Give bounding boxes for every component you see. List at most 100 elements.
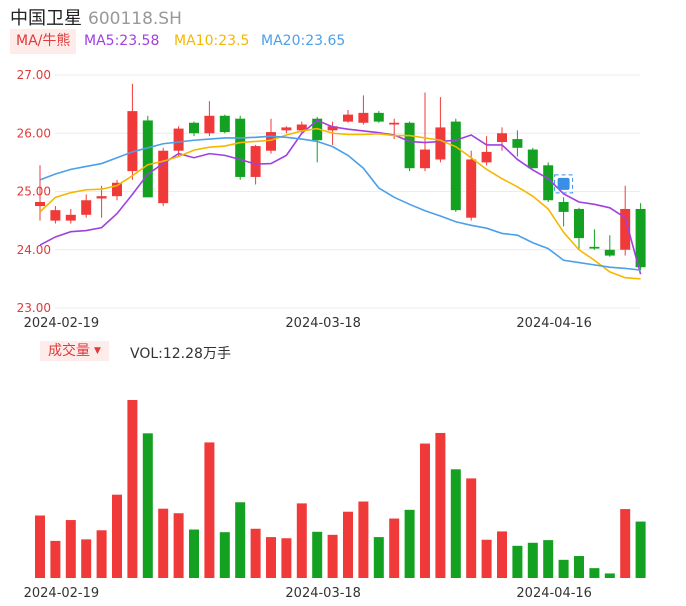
ma10-line (39, 127, 641, 280)
volume-bar (358, 501, 369, 578)
volume-bar (635, 521, 646, 578)
candle (81, 194, 92, 218)
candle-body (127, 111, 138, 172)
candle-body (112, 182, 122, 197)
y-tick-label: 27.00 (17, 68, 51, 82)
volume-bar (450, 469, 461, 578)
volume-bar (204, 442, 215, 578)
candle (420, 92, 430, 172)
volume-bar (404, 509, 415, 578)
candle (604, 235, 615, 257)
candle-body (497, 133, 507, 142)
candle-body (65, 214, 76, 221)
candle-body (543, 165, 554, 201)
candle-body (373, 112, 384, 122)
candle (235, 115, 246, 180)
ma-indicator-selector[interactable]: MA/牛熊 (10, 29, 77, 54)
volume-tag-label: 成交量 (48, 343, 90, 359)
volume-bar (435, 432, 446, 578)
candle-body (512, 139, 523, 148)
candle-body (404, 122, 415, 169)
candle (96, 185, 107, 218)
candle-body (96, 196, 107, 199)
price-axis: 27.00 26.00 25.00 24.00 23.00 (17, 68, 51, 315)
candle-body (589, 246, 600, 249)
x-tick-label: 2024-03-18 (285, 586, 361, 601)
candle-body (312, 118, 323, 141)
volume-bar (420, 443, 430, 578)
candle-body (635, 208, 646, 268)
candle-body (173, 128, 184, 151)
volume-bar (235, 502, 246, 578)
candle-body (296, 124, 307, 131)
x-tick-label: 2024-03-18 (285, 316, 361, 331)
marker-frame (554, 174, 574, 194)
x-tick-label: 2024-04-16 (516, 316, 592, 331)
candle-body (604, 249, 615, 256)
volume-bar (296, 503, 307, 578)
candle (466, 150, 477, 221)
candle (450, 118, 461, 212)
volume-bar (35, 515, 45, 578)
volume-bar (250, 528, 261, 578)
volume-bar (127, 400, 138, 578)
candle-body (420, 149, 430, 169)
candle (281, 126, 292, 134)
candle-body (250, 146, 261, 177)
candle (204, 101, 215, 137)
ma20-line (39, 135, 641, 271)
candle-body (35, 201, 45, 207)
volume-bar (96, 530, 107, 578)
volume-bar (466, 478, 477, 578)
volume-bar (497, 531, 507, 578)
candle (543, 162, 554, 202)
ma10-value: MA10:23.5 (174, 33, 250, 49)
stock-title: 中国卫星 600118.SH (10, 4, 182, 30)
y-tick-label: 24.00 (17, 243, 51, 257)
x-tick-label: 2024-04-16 (516, 586, 592, 601)
candle (481, 136, 492, 166)
volume-bar (558, 559, 569, 578)
volume-bar (81, 539, 92, 578)
candle (373, 111, 384, 123)
ma5-line (39, 119, 642, 275)
volume-indicator-selector[interactable]: 成交量 ▼ (40, 341, 109, 361)
current-point-marker (557, 177, 570, 190)
volume-bar (481, 539, 492, 578)
candle-body (235, 118, 246, 177)
volume-bar (512, 545, 523, 578)
candle-body (527, 149, 538, 169)
volume-bar (527, 542, 538, 578)
volume-bar (112, 494, 122, 578)
volume-bar (266, 537, 276, 578)
volume-bar (65, 520, 76, 578)
ma20-value: MA20:23.65 (261, 33, 346, 49)
y-tick-label: 26.00 (17, 126, 51, 140)
candle (127, 83, 138, 180)
volume-bar (281, 538, 292, 578)
ma-lines (39, 119, 642, 280)
caret-down-icon: ▼ (94, 346, 101, 356)
volume-bars (35, 400, 646, 578)
candle-body (50, 210, 61, 221)
stock-code: 600118.SH (88, 9, 182, 29)
candle (497, 127, 507, 151)
candle (343, 109, 353, 123)
volume-bar (574, 556, 584, 578)
volume-bar (50, 540, 61, 578)
volume-bar (389, 518, 400, 578)
volume-bar (620, 509, 631, 578)
volume-date-axis: 2024-02-19 2024-03-18 2024-04-16 (24, 586, 592, 601)
candle-body (450, 121, 461, 211)
candle (65, 208, 76, 224)
volume-bar (343, 511, 353, 578)
stock-name: 中国卫星 (10, 8, 82, 29)
x-tick-label: 2024-02-19 (24, 316, 100, 331)
volume-bar (543, 540, 554, 578)
candle-body (558, 201, 569, 212)
candle (512, 130, 523, 157)
volume-bar (589, 568, 600, 578)
candle (50, 206, 61, 224)
candle-body (81, 200, 92, 215)
price-date-axis: 2024-02-19 2024-03-18 2024-04-16 (24, 316, 592, 331)
